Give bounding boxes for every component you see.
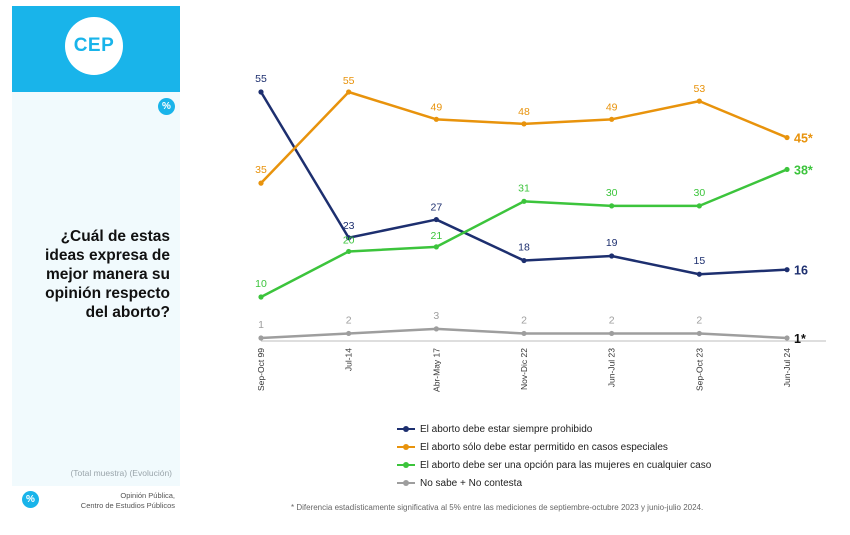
data-label: 35 bbox=[255, 164, 267, 176]
cep-logo: CEP bbox=[65, 17, 123, 75]
legend-label: El aborto sólo debe estar permitido en c… bbox=[420, 441, 668, 453]
data-point bbox=[784, 267, 790, 273]
x-tick-label: Jul-14 bbox=[344, 348, 354, 371]
data-point bbox=[346, 235, 352, 241]
legend-swatch bbox=[397, 462, 415, 468]
data-label: 2 bbox=[346, 314, 352, 326]
data-point bbox=[696, 203, 702, 209]
source-credit: Opinión Pública, Centro de Estudios Públ… bbox=[60, 491, 175, 511]
data-point bbox=[433, 326, 439, 332]
data-label: 19 bbox=[606, 237, 618, 249]
legend-item: No sabe + No contesta bbox=[397, 474, 711, 492]
x-tick-label: Sep-Oct 23 bbox=[694, 348, 704, 391]
data-point bbox=[433, 216, 439, 223]
data-label: 10 bbox=[255, 278, 267, 290]
logo-text: CEP bbox=[73, 35, 115, 56]
legend-swatch bbox=[397, 480, 415, 486]
source-line: Centro de Estudios Públicos bbox=[80, 501, 175, 510]
data-label: 18 bbox=[518, 242, 530, 254]
question-line: del aborto? bbox=[85, 304, 170, 321]
sample-note: (Total muestra) (Evolución) bbox=[70, 468, 172, 478]
data-point bbox=[258, 335, 264, 341]
legend-item: El aborto sólo debe estar permitido en c… bbox=[397, 438, 711, 456]
legend-label: No sabe + No contesta bbox=[420, 477, 523, 489]
legend-label: El aborto debe ser una opción para las m… bbox=[420, 459, 712, 471]
data-point bbox=[521, 257, 527, 264]
x-tick-label: Sep-Oct 99 bbox=[256, 348, 266, 391]
data-point bbox=[609, 116, 615, 122]
data-label: 30 bbox=[693, 187, 705, 199]
data-label: 23 bbox=[343, 220, 355, 232]
data-point bbox=[784, 335, 790, 341]
data-point bbox=[521, 330, 527, 337]
question-line: opinión respecto bbox=[45, 285, 170, 302]
legend-swatch bbox=[397, 426, 415, 432]
data-label: 1 bbox=[258, 319, 264, 331]
data-point bbox=[258, 89, 264, 95]
data-point bbox=[784, 134, 790, 141]
data-label: 1* bbox=[794, 332, 806, 346]
data-label: 55 bbox=[255, 73, 267, 85]
data-label: 48 bbox=[518, 106, 530, 118]
data-point bbox=[784, 166, 790, 173]
data-label: 31 bbox=[518, 182, 530, 194]
data-label: 38* bbox=[794, 163, 813, 177]
data-label: 2 bbox=[609, 314, 615, 326]
x-tick-label: Jun-Jul 23 bbox=[607, 348, 617, 387]
data-point bbox=[609, 253, 615, 259]
question-line: mejor manera su bbox=[45, 266, 170, 283]
source-line: Opinión Pública, bbox=[120, 491, 175, 500]
data-point bbox=[258, 294, 264, 300]
x-tick-label: Jun-Jul 24 bbox=[782, 348, 792, 387]
data-point bbox=[433, 244, 439, 250]
legend-item: El aborto debe estar siempre prohibido bbox=[397, 420, 711, 438]
data-label: 15 bbox=[693, 255, 705, 267]
logo-band: CEP bbox=[12, 6, 180, 92]
data-point bbox=[609, 330, 615, 337]
chart-legend: El aborto debe estar siempre prohibido E… bbox=[397, 420, 711, 492]
data-label: 27 bbox=[430, 202, 442, 214]
data-label: 55 bbox=[343, 75, 355, 87]
data-label: 2 bbox=[696, 314, 702, 326]
question-line: ideas expresa de bbox=[45, 247, 170, 264]
data-label: 20 bbox=[343, 234, 355, 246]
data-point bbox=[696, 98, 702, 104]
data-point bbox=[346, 248, 352, 255]
data-label: 49 bbox=[430, 101, 442, 113]
data-point bbox=[696, 330, 702, 337]
legend-label: El aborto debe estar siempre prohibido bbox=[420, 423, 593, 435]
data-point bbox=[433, 116, 439, 122]
percent-icon-footer: % bbox=[22, 491, 39, 508]
data-label: 49 bbox=[606, 101, 618, 113]
data-label: 2 bbox=[521, 314, 527, 326]
x-tick-label: Nov-Dic 22 bbox=[519, 348, 529, 390]
data-label: 21 bbox=[430, 230, 442, 242]
data-label: 3 bbox=[433, 310, 439, 322]
data-point bbox=[521, 198, 527, 204]
data-point bbox=[346, 89, 352, 95]
question-title: ¿Cuál de estas ideas expresa de mejor ma… bbox=[20, 227, 170, 322]
x-tick-label: Abr-May 17 bbox=[431, 348, 441, 392]
footnote: * Diferencia estadísticamente significat… bbox=[291, 503, 704, 512]
data-point bbox=[346, 330, 352, 337]
data-point bbox=[696, 271, 702, 277]
question-line: ¿Cuál de estas bbox=[60, 228, 170, 245]
legend-swatch bbox=[397, 444, 415, 450]
data-point bbox=[521, 121, 527, 127]
data-label: 45* bbox=[794, 132, 813, 146]
legend-item: El aborto debe ser una opción para las m… bbox=[397, 456, 711, 474]
data-point bbox=[258, 180, 264, 186]
data-label: 53 bbox=[693, 83, 705, 95]
data-point bbox=[609, 203, 615, 209]
data-label: 30 bbox=[606, 187, 618, 199]
percent-icon: % bbox=[158, 98, 175, 115]
sidebar-panel: CEP % ¿Cuál de estas ideas expresa de me… bbox=[12, 6, 180, 486]
data-label: 16 bbox=[794, 264, 808, 278]
